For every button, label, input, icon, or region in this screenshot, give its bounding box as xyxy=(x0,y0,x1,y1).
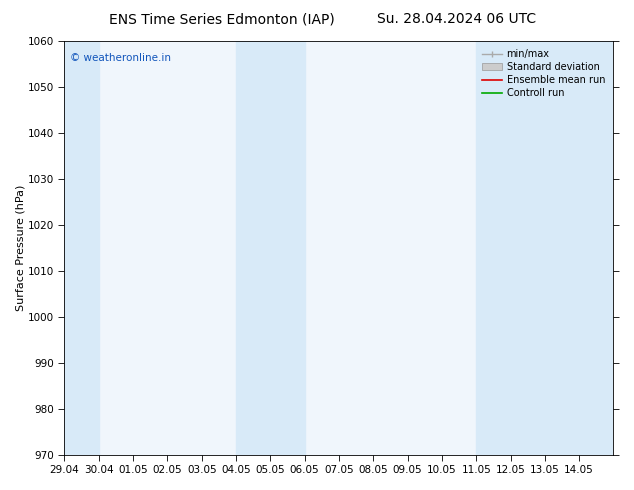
Text: © weatheronline.in: © weatheronline.in xyxy=(70,53,171,64)
Bar xyxy=(476,41,545,455)
Text: Su. 28.04.2024 06 UTC: Su. 28.04.2024 06 UTC xyxy=(377,12,536,26)
Legend: min/max, Standard deviation, Ensemble mean run, Controll run: min/max, Standard deviation, Ensemble me… xyxy=(479,47,608,101)
Bar xyxy=(65,41,99,455)
Bar xyxy=(236,41,304,455)
Text: ENS Time Series Edmonton (IAP): ENS Time Series Edmonton (IAP) xyxy=(109,12,335,26)
Y-axis label: Surface Pressure (hPa): Surface Pressure (hPa) xyxy=(15,185,25,311)
Bar xyxy=(545,41,614,455)
